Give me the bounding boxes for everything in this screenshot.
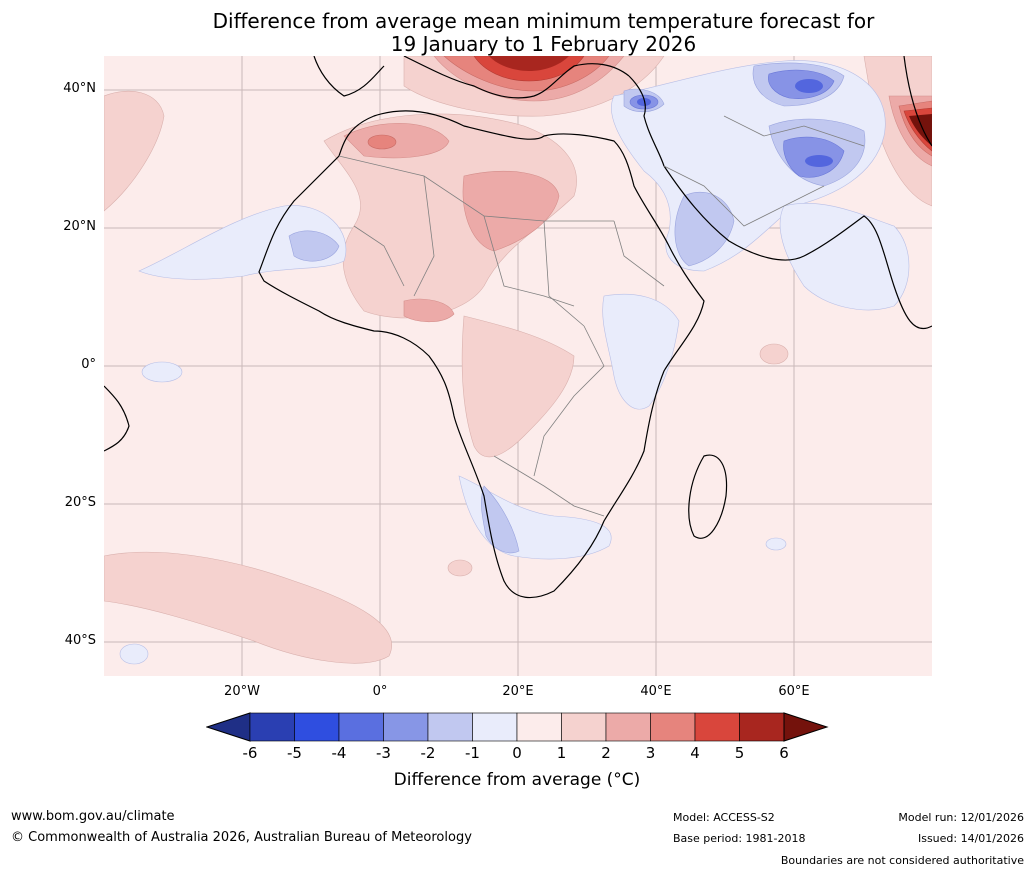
boundaries-note: Boundaries are not considered authoritat… <box>780 854 1024 867</box>
colorbar-segment <box>694 712 740 742</box>
colorbar-arrow-high <box>783 712 829 742</box>
indian-ocean-warm-spot <box>759 343 789 365</box>
india-cool <box>779 202 910 311</box>
balkan-extreme <box>489 56 569 71</box>
lon-label-60e: 60°E <box>778 684 810 699</box>
border-middle-east <box>663 165 825 227</box>
lat-label-40s: 40°S <box>64 633 96 648</box>
colorbar-tick-label: -3 <box>376 744 391 762</box>
border-algeria-mali <box>413 175 435 297</box>
colorbar-segment <box>294 712 340 742</box>
border-niger-chad <box>483 215 575 307</box>
lat-label-equator: 0° <box>81 357 96 372</box>
east-africa-cool <box>602 293 680 410</box>
coastlines <box>104 56 932 599</box>
lon-label-0: 0° <box>372 684 388 699</box>
website-link[interactable]: www.bom.gov.au/climate <box>11 809 175 824</box>
iberia-coastline <box>313 56 385 97</box>
border-ethiopia <box>613 220 665 287</box>
colorbar-segment <box>605 712 651 742</box>
caspian-coldest <box>795 79 823 93</box>
lon-label-40e: 40°E <box>640 684 672 699</box>
colorbar-tick-label: -2 <box>420 744 436 762</box>
madagascar-coastline <box>688 454 728 539</box>
colorbar-segment <box>561 712 607 742</box>
red-sea-cool <box>674 191 735 267</box>
border-iran <box>723 115 865 147</box>
model-run-date: Model run: 12/01/2026 <box>898 811 1024 824</box>
algeria-warm-core <box>343 122 450 159</box>
colorbar-segment <box>650 712 696 742</box>
atlantic-cool-spot <box>141 361 183 383</box>
west-africa-cool <box>138 205 347 280</box>
levant-coastline <box>628 75 665 167</box>
temperature-anomaly-map <box>104 56 932 676</box>
algeria-hot-spot <box>367 134 397 150</box>
colorbar-segments <box>206 712 829 742</box>
colorbar-tick-label: 2 <box>601 744 611 762</box>
anomaly-1-to-2 <box>104 56 932 664</box>
colorbar-tick-label: 6 <box>779 744 789 762</box>
colorbar-tick-label: 0 <box>512 744 522 762</box>
copyright-text: © Commonwealth of Australia 2026, Austra… <box>11 830 472 845</box>
map-title-line-1: Difference from average mean minimum tem… <box>212 9 875 33</box>
colorbar-tick-label: -1 <box>465 744 480 762</box>
colorbar-segment <box>338 712 384 742</box>
west-africa-warm-core <box>403 298 455 323</box>
east-asia-coastline <box>903 56 932 147</box>
map-title-line-2: 19 January to 1 February 2026 <box>390 32 697 56</box>
south-atlantic-cool-spot <box>119 643 149 665</box>
colorbar-segment <box>516 712 562 742</box>
indian-ocean-cool-spot <box>765 537 787 551</box>
atlantic-warm-north <box>104 90 165 212</box>
southern-europe-coastline <box>403 56 630 99</box>
anomaly-5-plus <box>489 56 932 146</box>
anomaly-minus-3-to-minus-4 <box>637 79 833 167</box>
colorbar-tick-label: -5 <box>287 744 302 762</box>
colorbar-tick-label: 5 <box>734 744 745 762</box>
lat-label-40n: 40°N <box>63 81 96 96</box>
lon-label-20w: 20°W <box>224 684 260 699</box>
border-southern-africa <box>493 455 605 517</box>
border-west-africa <box>353 225 405 287</box>
base-period-info: Base period: 1981-2018 <box>673 832 806 845</box>
senegal-cool <box>288 230 340 262</box>
central-africa-warm <box>461 315 575 458</box>
colorbar-segment <box>249 712 295 742</box>
colorbar-arrow-low <box>206 712 251 742</box>
colorbar-tick-label: 3 <box>645 744 656 762</box>
colorbar-tick-label: 4 <box>690 744 700 762</box>
colorbar-tick-label: -4 <box>331 744 347 762</box>
colorbar-segment <box>739 712 785 742</box>
border-central-africa <box>533 325 605 477</box>
atlantic-warm-south <box>104 551 392 664</box>
libya-warm-core <box>462 170 560 252</box>
lat-label-20s: 20°S <box>64 495 96 510</box>
issued-date: Issued: 14/01/2026 <box>917 832 1024 845</box>
asia-extreme <box>909 114 932 146</box>
iran-coldest <box>805 155 833 167</box>
lon-label-20e: 20°E <box>502 684 534 699</box>
colorbar-segment <box>383 712 429 742</box>
model-info: Model: ACCESS-S2 <box>673 811 775 824</box>
south-america-coastline <box>104 385 130 452</box>
colorbar-tick-label: 1 <box>556 744 567 762</box>
map-canvas <box>104 56 932 676</box>
country-borders <box>338 115 865 517</box>
colorbar-tick-label: -6 <box>242 744 258 762</box>
south-atlantic-warm-spot <box>447 559 473 577</box>
africa-coastline <box>258 110 705 599</box>
colorbar-segment <box>472 712 518 742</box>
arabia-india-coastline <box>663 165 932 330</box>
turkey-coldest <box>637 98 651 106</box>
colorbar <box>206 712 829 742</box>
colorbar-label: Difference from average (°C) <box>393 770 641 790</box>
border-sudan <box>543 220 585 327</box>
colorbar-segment <box>427 712 473 742</box>
lat-label-20n: 20°N <box>63 219 96 234</box>
